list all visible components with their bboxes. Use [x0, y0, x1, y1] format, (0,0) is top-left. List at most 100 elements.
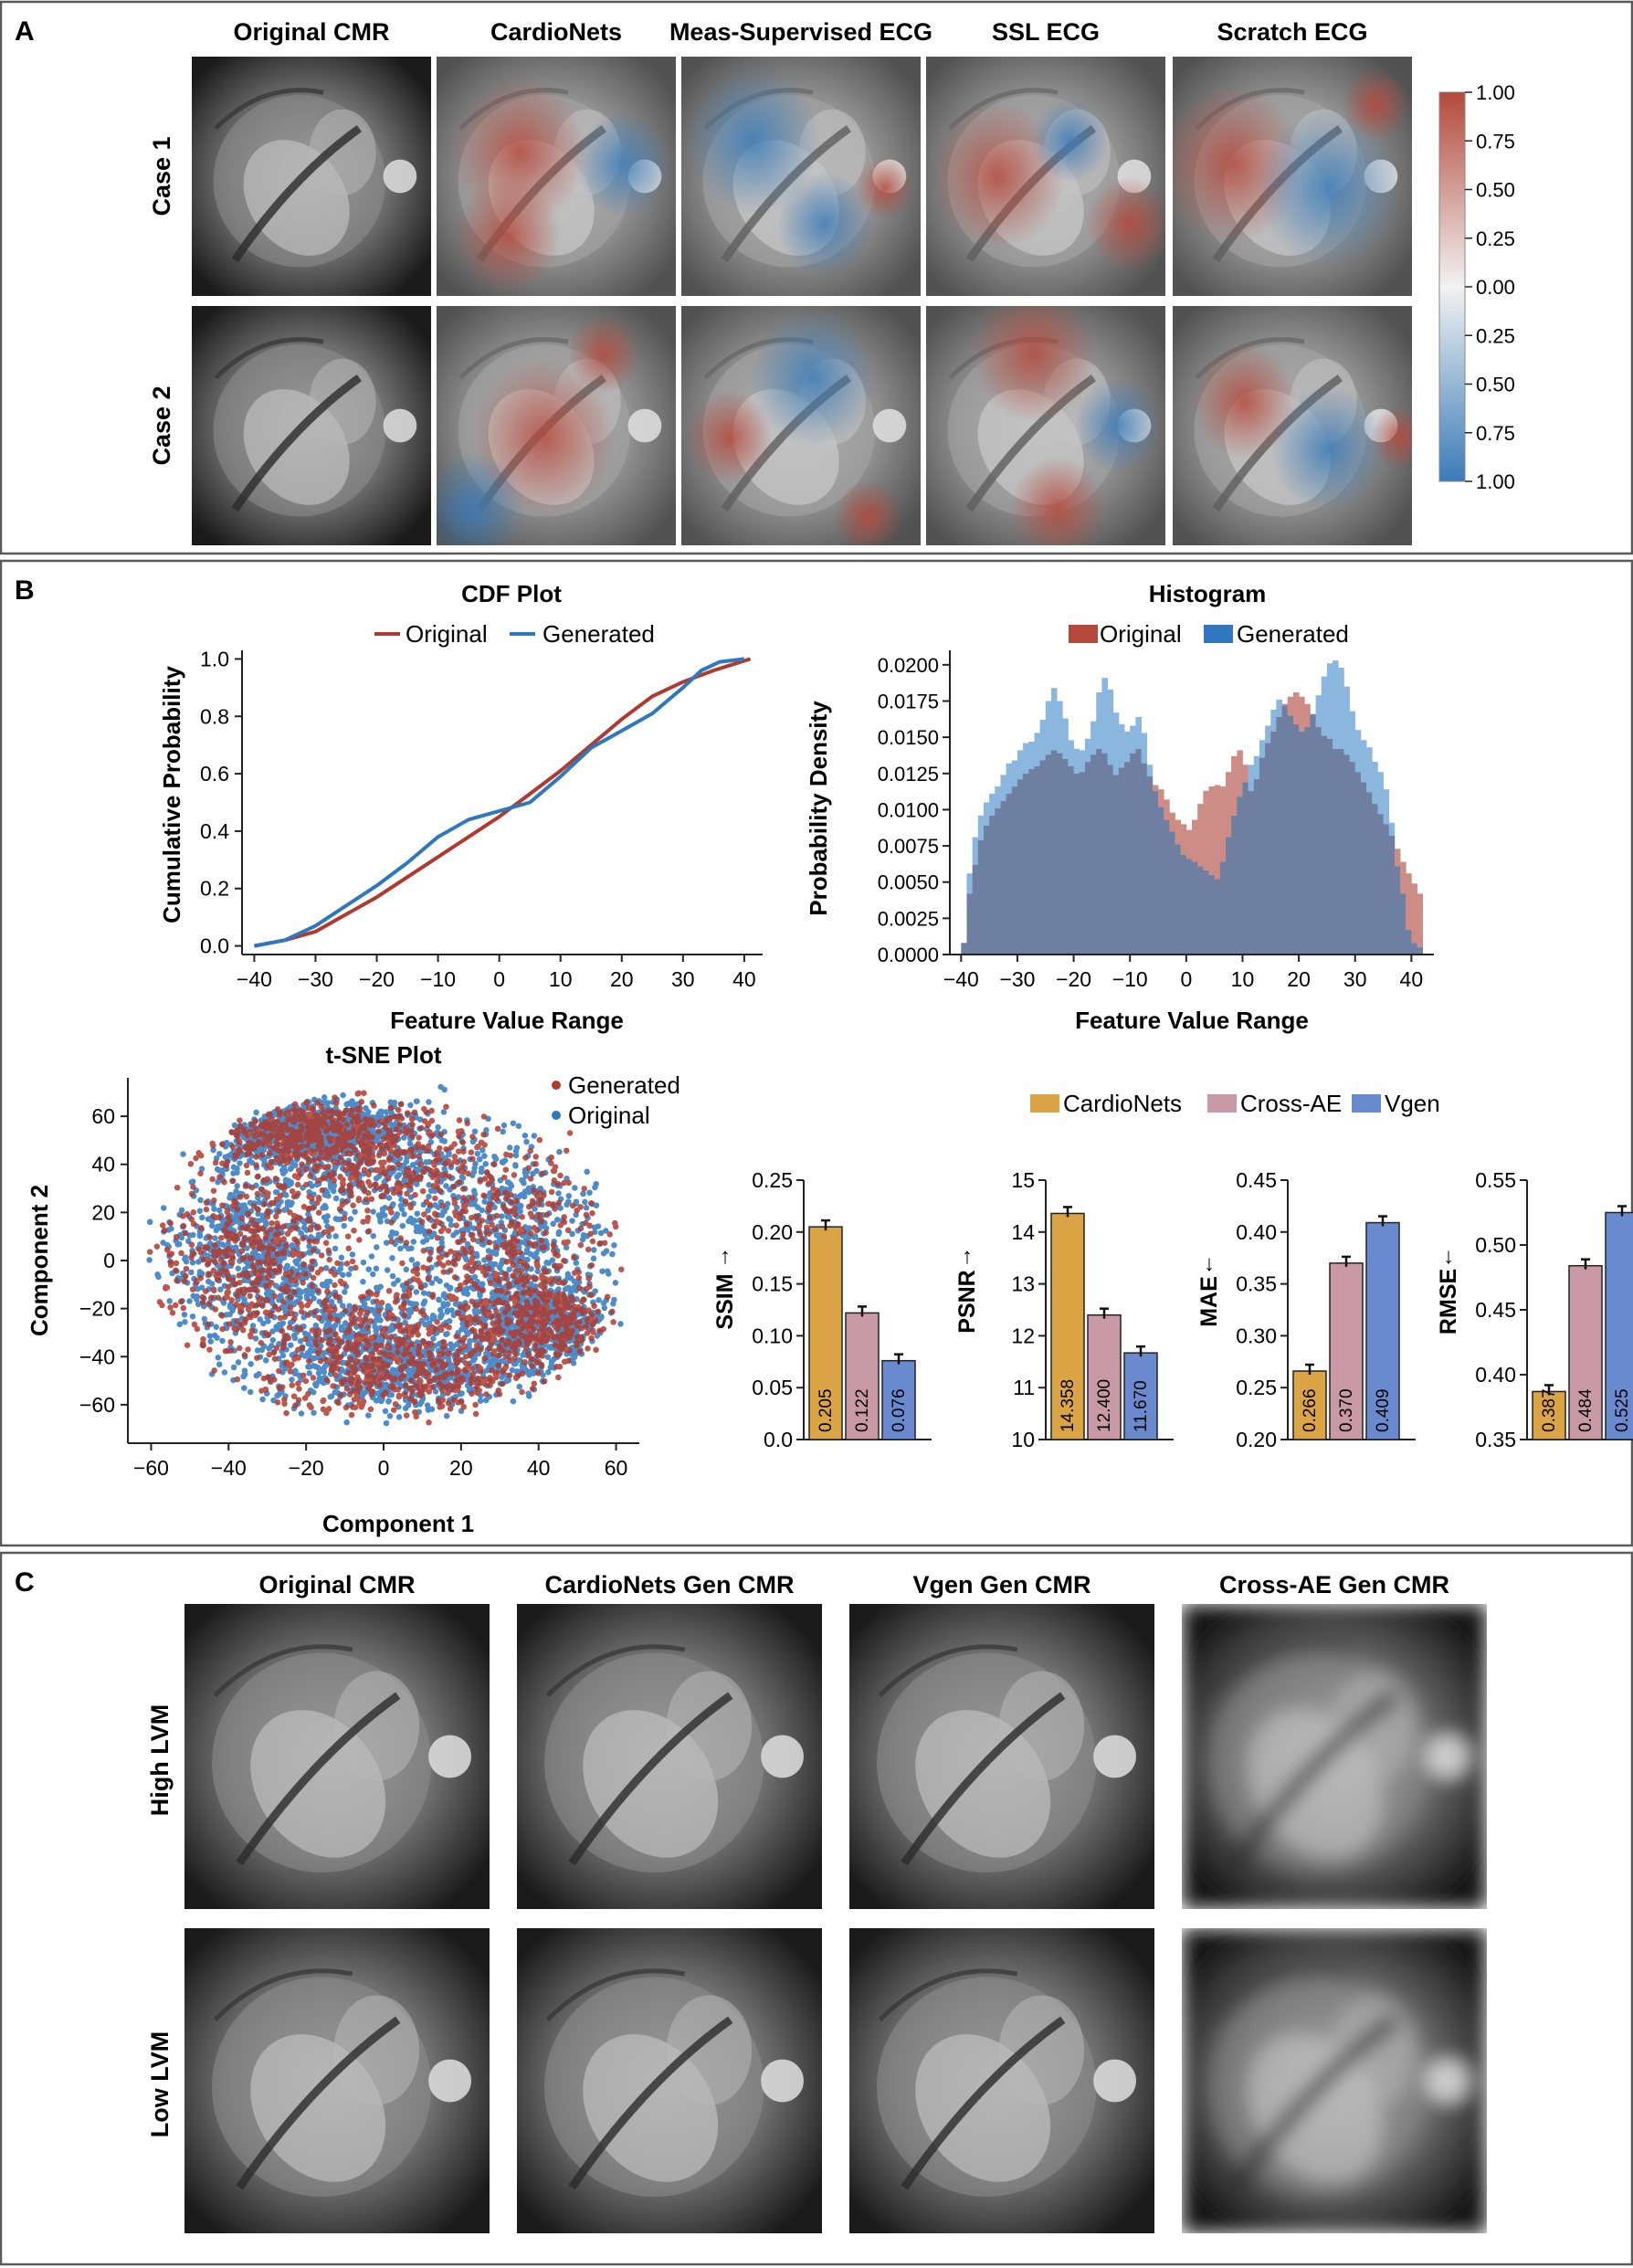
hist-bar-diff-64 — [1321, 676, 1328, 736]
panel-b-letter: B — [15, 575, 35, 606]
panel-a-row-0: Case 1 — [148, 136, 175, 216]
c-tile-r1-c3 — [1182, 1928, 1487, 2233]
histogram-title: Histogram — [1149, 580, 1267, 607]
metric-chart-ssim: 0.25 0.20 0.15 0.10 0.05 0.0 SSIM ↑ 0.205 0.122 0.… — [712, 1168, 932, 1451]
hist-bar-diff-25 — [1101, 678, 1108, 754]
hist-bar-79 — [1406, 930, 1412, 955]
hist-bar-9 — [1011, 786, 1018, 955]
tsne-xtick-label-0: −60 — [133, 1456, 169, 1480]
hist-bar-0 — [961, 943, 967, 955]
cdf-ytick-label-0: 0.0 — [200, 934, 229, 958]
hist-bar-46 — [1219, 861, 1227, 955]
hist-bar-diff-39 — [1180, 824, 1187, 855]
hist-bar-8 — [1006, 793, 1013, 955]
tsne-xtick-label-4: 20 — [449, 1456, 473, 1480]
hist-bar-77 — [1394, 866, 1401, 955]
hist-bar-3 — [977, 839, 985, 955]
hist-bar-35 — [1158, 807, 1164, 955]
hist-bar-20 — [1073, 773, 1080, 955]
histogram-legend-generated: Generated — [1237, 620, 1349, 648]
cdf-xlabel: Feature Value Range — [390, 1007, 624, 1034]
panel-c-col-3: Cross-AE Gen CMR — [1219, 1571, 1449, 1598]
metrics-legend-cardionets-swatch — [1030, 1094, 1059, 1113]
hist-ytick-label-3: 0.0075 — [878, 835, 939, 858]
hist-bar-diff-40 — [1185, 829, 1193, 860]
hist-bar-78 — [1400, 893, 1406, 955]
colorbar-label-6: 0.50 — [1476, 374, 1515, 396]
hist-bar-diff-42 — [1197, 804, 1204, 867]
hist-bar-diff-2 — [972, 837, 979, 865]
hist-bar-diff-36 — [1164, 799, 1170, 820]
hist-bar-diff-61 — [1304, 703, 1311, 728]
metrics-legend-cardionets: CardioNets — [1063, 1090, 1182, 1117]
hist-bar-49 — [1237, 796, 1243, 955]
hist-bar-6 — [995, 807, 1001, 955]
colorbar-label-8: 1.00 — [1476, 470, 1515, 493]
tsne-xtick-label-2: −20 — [289, 1456, 324, 1480]
hist-bar-2 — [972, 864, 979, 955]
cdf-line-generated — [254, 657, 745, 948]
tsne-ytick-label-6: −60 — [79, 1393, 115, 1417]
metric-label-1: PSNR — [954, 1270, 980, 1333]
a-tile-r1-c4 — [1173, 306, 1412, 545]
tsne-title: t-SNE Plot — [325, 1041, 441, 1069]
hist-bar-66 — [1333, 748, 1339, 955]
metric-ytick-label-0-0: 0.25 — [752, 1168, 793, 1192]
hist-ytick-label-0: 0.0000 — [878, 944, 939, 966]
metric-bar-2-1 — [1329, 1262, 1364, 1440]
metric-value-label-0-1: 0.122 — [853, 1388, 872, 1432]
metrics-legend-vgen-swatch — [1352, 1094, 1381, 1113]
hist-bar-diff-20 — [1073, 748, 1080, 774]
metric-arrow-0: ↑ — [720, 1244, 731, 1269]
hist-bar-81 — [1417, 947, 1424, 955]
hist-bar-48 — [1231, 815, 1238, 955]
hist-bar-16 — [1050, 750, 1058, 955]
metric-bar-1-1 — [1087, 1313, 1122, 1440]
histogram-legend: Original Generated — [1069, 620, 1349, 648]
colorbar-label-2: 0.50 — [1476, 179, 1515, 202]
hist-bar-diff-56 — [1276, 699, 1283, 717]
hist-bar-diff-30 — [1130, 725, 1136, 754]
hist-bar-61 — [1304, 727, 1311, 955]
cdf-title: CDF Plot — [461, 580, 562, 607]
colorbar-label-7: 0.75 — [1476, 422, 1515, 445]
cdf-xtick-label-7: 30 — [671, 967, 695, 991]
hist-bar-7 — [1000, 800, 1007, 955]
hist-bar-13 — [1034, 765, 1041, 955]
hist-bar-28 — [1118, 767, 1125, 955]
hist-bar-diff-29 — [1124, 731, 1131, 763]
a-tile-r0-c4 — [1173, 57, 1412, 296]
metric-value-label-1-1: 12.400 — [1095, 1379, 1114, 1432]
hist-bar-11 — [1023, 773, 1029, 955]
hist-bar-diff-80 — [1411, 883, 1417, 944]
hist-xtick-label-2: −20 — [1056, 967, 1091, 991]
metric-bar-2-0 — [1292, 1370, 1327, 1440]
cdf-ytick-label-3: 0.6 — [200, 762, 229, 786]
panel-a-col-2: Meas-Supervised ECG — [669, 18, 932, 46]
metric-ytick-label-0-5: 0.0 — [764, 1428, 793, 1451]
tsne-xlabel: Component 1 — [322, 1510, 474, 1537]
hist-bar-62 — [1310, 713, 1316, 955]
hist-ytick-label-1: 0.0025 — [878, 907, 939, 930]
metric-value-label-2-1: 0.370 — [1337, 1388, 1356, 1432]
hist-bar-21 — [1079, 772, 1086, 955]
hist-bar-27 — [1112, 775, 1120, 955]
a-tile-r0-c1 — [437, 57, 676, 296]
panel-a-row-1: Case 2 — [148, 385, 175, 465]
hist-bar-diff-51 — [1248, 765, 1255, 791]
metric-value-label-2-2: 0.409 — [1374, 1388, 1393, 1432]
metric-chart-psnr: 15 14 13 12 11 10 PSNR↑ 14.358 12.400 11.670 — [954, 1168, 1174, 1451]
hist-bar-38 — [1175, 844, 1182, 955]
metric-ytick-label-1-5: 10 — [1011, 1428, 1035, 1451]
metric-ytick-label-1-4: 11 — [1013, 1376, 1035, 1399]
hist-bar-diff-34 — [1152, 785, 1159, 791]
hist-bar-17 — [1057, 753, 1063, 955]
metrics-legend: CardioNets Cross-AE Vgen — [1030, 1090, 1440, 1117]
cdf-legend-generated: Generated — [543, 620, 655, 648]
hist-bar-45 — [1214, 879, 1221, 955]
hist-bar-diff-44 — [1208, 786, 1216, 875]
c-tile-r1-c0 — [184, 1928, 490, 2233]
hist-bar-diff-76 — [1388, 822, 1396, 836]
colorbar-label-1: 0.75 — [1476, 130, 1515, 153]
